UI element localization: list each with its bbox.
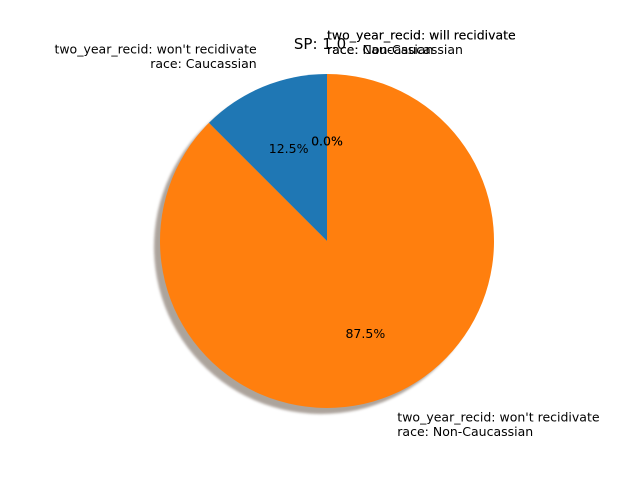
slice-label-3-line-1: two_year_recid: will recidivate (327, 27, 516, 42)
pct-label-3: 0.0% (311, 133, 343, 148)
pie-slice-0 (208, 74, 327, 241)
slice-label-1: two_year_recid: won't recidivate race: No… (397, 410, 600, 440)
chart-title: SP: 1.0 (294, 35, 346, 53)
pie-slice-1 (160, 74, 495, 408)
slice-label-3: two_year_recid: will recidivate race: Non… (327, 27, 516, 57)
pct-label-0: 12.5% (269, 141, 309, 156)
slice-label-1-line-2: race: Non-Caucassian (397, 424, 533, 439)
slice-label-2-line-2: race: Caucassian (327, 42, 433, 57)
pct-label-2: 0.0% (311, 133, 343, 148)
slice-label-3-line-2: race: Non-Caucassian (327, 42, 463, 57)
label-layer: 12.5%two_year_recid: won't recidivate rac… (54, 27, 599, 439)
slice-label-0-line-1: two_year_recid: won't recidivate (54, 41, 257, 56)
slice-label-1-line-1: two_year_recid: won't recidivate (397, 410, 600, 425)
slice-label-2-line-1: two_year_recid: will recidivate (327, 27, 516, 42)
slice-label-0-line-2: race: Caucassian (150, 56, 256, 71)
pct-label-1: 87.5% (345, 326, 385, 341)
slice-label-2: two_year_recid: will recidivate race: Cau… (327, 27, 516, 57)
slice-layer (160, 74, 495, 408)
slice-label-0: two_year_recid: won't recidivate race: Ca… (54, 41, 257, 71)
